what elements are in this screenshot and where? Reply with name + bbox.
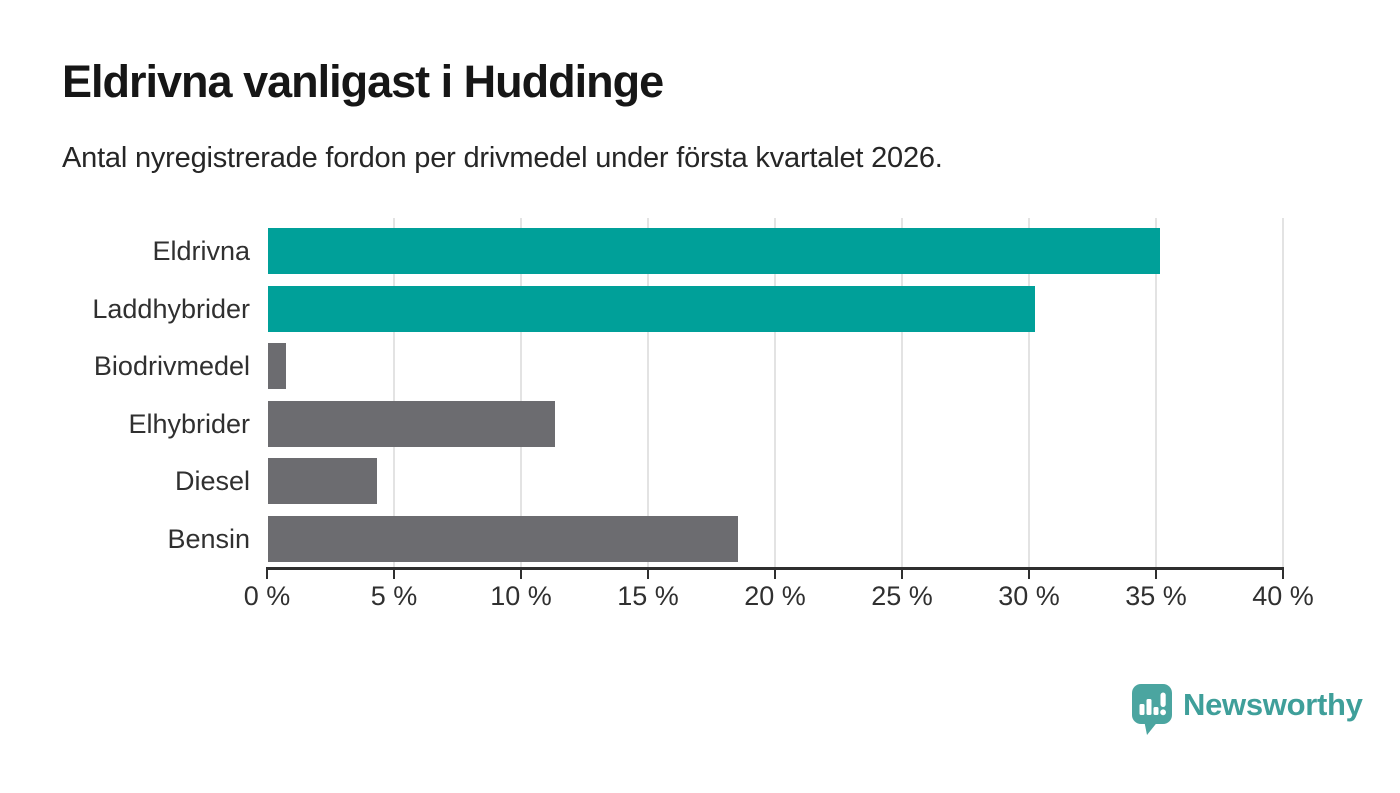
x-tick-25pct (901, 568, 903, 579)
x-tick-label-5pct: 5 % (370, 581, 418, 611)
x-tick-label-0pct: 0 % (243, 581, 291, 611)
gridline-20pct (774, 218, 776, 568)
bar-biodrivmedel (268, 343, 286, 389)
x-tick-40pct (1282, 568, 1284, 579)
x-tick-0pct (266, 568, 268, 579)
x-tick-10pct (520, 568, 522, 579)
bar-bensin (268, 516, 738, 562)
brand-name: Newsworthy (1183, 687, 1363, 722)
category-label-bensin: Bensin (167, 524, 250, 554)
x-tick-label-20pct: 20 % (744, 581, 806, 611)
brand-footer: Newsworthy (1132, 684, 1363, 736)
x-tick-label-30pct: 30 % (998, 581, 1060, 611)
logo-pin-shape (1132, 684, 1172, 735)
newsworthy-logo-icon (1132, 684, 1172, 735)
category-label-eldrivna: Eldrivna (152, 236, 250, 266)
gridline-30pct (1028, 218, 1030, 568)
x-tick-20pct (774, 568, 776, 579)
category-label-diesel: Diesel (174, 466, 250, 496)
gridline-15pct (647, 218, 649, 568)
category-label-laddhybrider: Laddhybrider (92, 294, 250, 324)
gridline-25pct (901, 218, 903, 568)
gridline-10pct (520, 218, 522, 568)
bar-eldrivna (268, 228, 1160, 274)
category-label-biodrivmedel: Biodrivmedel (93, 351, 250, 381)
category-label-elhybrider: Elhybrider (128, 409, 250, 439)
gridline-5pct (393, 218, 395, 568)
gridline-35pct (1155, 218, 1157, 568)
bar-laddhybrider (268, 286, 1036, 332)
x-tick-15pct (647, 568, 649, 579)
bar-diesel (268, 458, 378, 504)
x-tick-35pct (1155, 568, 1157, 579)
bar-elhybrider (268, 401, 555, 447)
x-tick-label-35pct: 35 % (1125, 581, 1187, 611)
logo-barchart-glyph (1139, 692, 1166, 716)
x-tick-label-25pct: 25 % (871, 581, 933, 611)
chart-title: Eldrivna vanligast i Huddinge (62, 56, 664, 107)
x-tick-label-15pct: 15 % (617, 581, 679, 611)
chart-subtitle: Antal nyregistrerade fordon per drivmede… (62, 142, 943, 174)
x-tick-30pct (1028, 568, 1030, 579)
x-tick-label-40pct: 40 % (1252, 581, 1314, 611)
x-tick-label-10pct: 10 % (490, 581, 552, 611)
x-tick-5pct (393, 568, 395, 579)
gridline-40pct (1282, 218, 1284, 568)
